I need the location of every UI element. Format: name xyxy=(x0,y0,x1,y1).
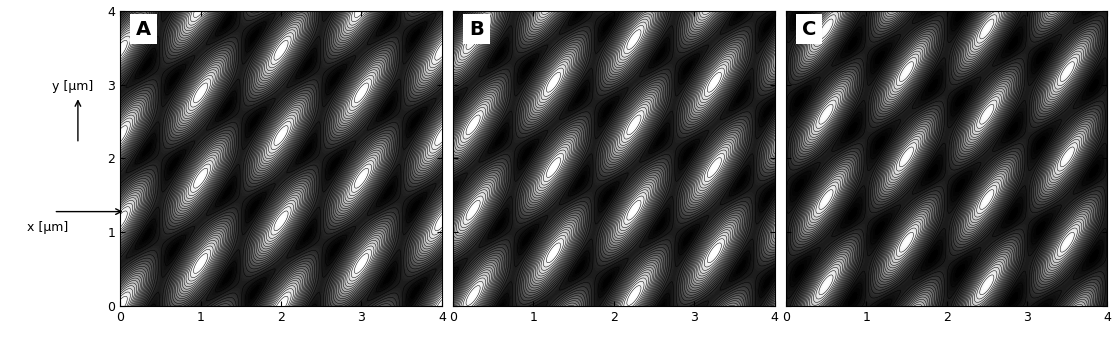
Text: A: A xyxy=(136,20,151,38)
Text: C: C xyxy=(801,20,816,38)
Text: y [μm]: y [μm] xyxy=(51,80,93,93)
Text: x [μm]: x [μm] xyxy=(28,220,69,234)
Text: B: B xyxy=(469,20,484,38)
